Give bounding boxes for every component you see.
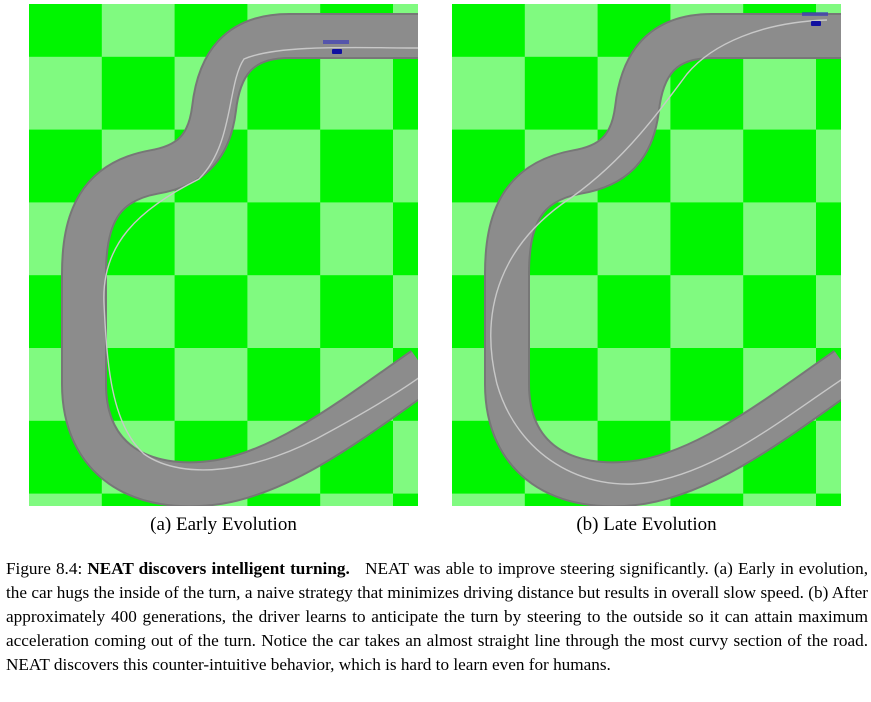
- driving-line: [490, 19, 841, 485]
- road: [63, 15, 418, 506]
- checker-square: [247, 202, 321, 276]
- figure-text: NEAT was able to improve steering signif…: [6, 559, 868, 674]
- car-label-mark: [323, 40, 349, 44]
- driving-line: [103, 46, 418, 471]
- checker-square: [597, 275, 671, 348]
- checker-square: [743, 129, 816, 203]
- checker-square: [670, 56, 744, 130]
- figure-label: Figure 8.4:: [6, 559, 83, 578]
- car-marker: [811, 21, 821, 26]
- checker-square: [452, 4, 525, 57]
- checker-square: [670, 493, 744, 506]
- subcaption-early: (a) Early Evolution: [150, 514, 297, 535]
- figure-title: NEAT discovers intelligent turning.: [87, 559, 350, 578]
- checker-square: [101, 348, 175, 421]
- checker-square: [174, 275, 248, 348]
- checker-square: [101, 56, 175, 130]
- road: [486, 15, 841, 506]
- car-label-mark: [802, 12, 828, 16]
- subcaption-late: (b) Late Evolution: [576, 514, 717, 535]
- checker-square: [393, 56, 418, 130]
- checker-square: [670, 348, 744, 421]
- checker-square: [247, 493, 321, 506]
- checker-square: [247, 348, 321, 421]
- car-marker: [332, 49, 342, 54]
- panel-late-evolution: [452, 4, 841, 506]
- checker-square: [743, 275, 816, 348]
- figure-caption: Figure 8.4: NEAT discovers intelligent t…: [6, 557, 868, 677]
- checker-square: [816, 56, 841, 130]
- checker-square: [320, 275, 393, 348]
- checker-square: [320, 129, 393, 203]
- checker-square: [670, 202, 744, 276]
- track-image-late: [452, 4, 841, 506]
- panel-early-evolution: [29, 4, 418, 506]
- checker-square: [247, 56, 321, 130]
- track-image-early: [29, 4, 418, 506]
- checker-square: [524, 56, 598, 130]
- checker-square: [816, 202, 841, 276]
- checker-square: [524, 348, 598, 421]
- checker-square: [816, 493, 841, 506]
- checker-square: [393, 202, 418, 276]
- checker-square: [29, 4, 102, 57]
- checker-square: [393, 493, 418, 506]
